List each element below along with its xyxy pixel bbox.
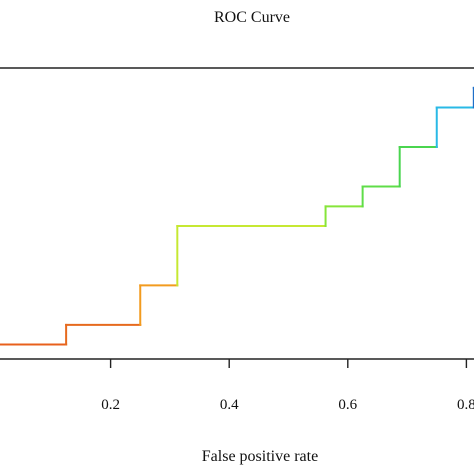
x-tick-label: 0.4 [220,397,239,413]
x-axis: 0.2 0.4 0.6 0.8 [0,358,474,413]
x-axis-label: False positive rate [202,448,318,465]
x-tick-label: 0.6 [338,397,357,413]
plot-area [0,67,474,346]
chart-title: ROC Curve [214,9,290,26]
x-tick-label: 0.2 [101,397,120,413]
x-tick-label: 0.8 [457,397,474,413]
